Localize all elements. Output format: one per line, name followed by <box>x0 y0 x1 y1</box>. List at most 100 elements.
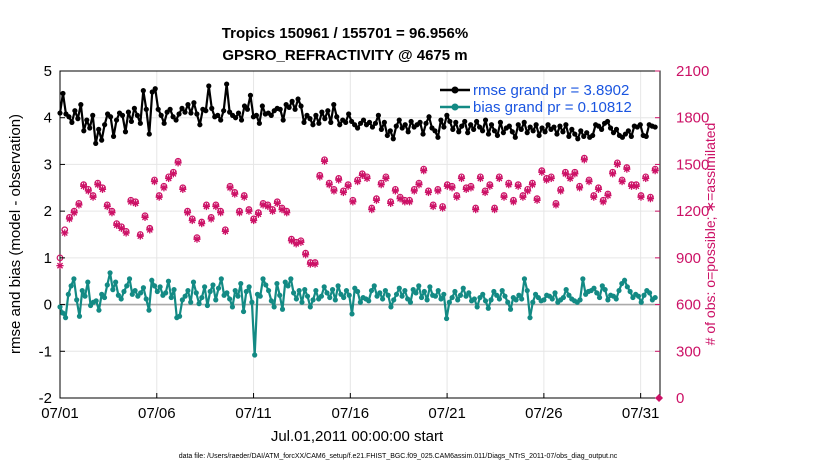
rmse-point <box>584 130 590 136</box>
obs-assimilated-marker <box>519 193 527 201</box>
asterisk-stroke <box>127 198 134 205</box>
bias-point <box>132 287 138 294</box>
rmse-point <box>390 136 396 142</box>
rmse-point <box>447 118 453 125</box>
rmse-point <box>590 132 596 139</box>
asterisk-stroke <box>198 220 205 227</box>
obs-assimilated-marker <box>632 182 640 190</box>
rmse-point <box>476 124 483 130</box>
obs-assimilated-marker <box>363 174 371 183</box>
asterisk-stroke <box>647 195 654 202</box>
asterisk-stroke <box>557 187 564 194</box>
obs-assimilated-marker <box>618 177 626 186</box>
bias-point <box>482 298 489 304</box>
asterisk-stroke <box>548 175 555 182</box>
obs-assimilated-marker <box>131 199 140 207</box>
asterisk-stroke <box>278 206 286 213</box>
bias-point <box>621 277 628 283</box>
x-tick-label: 07/26 <box>525 405 563 422</box>
bias-point <box>227 296 233 302</box>
asterisk-stroke <box>132 200 139 207</box>
bias-point <box>332 297 338 303</box>
asterisk-stroke <box>453 194 460 201</box>
asterisk-stroke <box>628 183 635 190</box>
bias-point <box>443 315 450 322</box>
asterisk-stroke <box>94 181 101 188</box>
rmse-point <box>292 106 298 112</box>
legend-rmse-marker <box>451 86 459 94</box>
rmse-point <box>524 130 530 136</box>
obs-assimilated-marker <box>311 260 319 268</box>
bias-point <box>346 292 352 298</box>
bias-point <box>190 279 197 285</box>
rmse-point <box>581 133 587 139</box>
rmse-point <box>381 119 387 125</box>
asterisk-stroke <box>444 183 451 190</box>
bias-point <box>599 283 605 289</box>
rmse-point <box>259 103 265 109</box>
y2-tick-label: 1500 <box>676 156 709 173</box>
bias-point <box>641 292 647 298</box>
rmse-point <box>209 105 215 111</box>
obs-assimilated-marker <box>594 185 603 193</box>
obs-assimilated-marker <box>538 168 546 176</box>
asterisk-stroke <box>614 161 621 168</box>
bias-point <box>138 290 144 296</box>
y-tick-label: 4 <box>44 110 52 127</box>
rmse-point <box>90 112 96 118</box>
obs-assimilated-marker <box>476 174 484 183</box>
asterisk-stroke <box>203 203 210 210</box>
obs-assimilated-marker <box>533 196 541 204</box>
bias-point <box>505 299 511 305</box>
asterisk-stroke <box>600 198 607 205</box>
bias-point <box>277 292 283 298</box>
rmse-point <box>387 128 393 134</box>
bias-point <box>210 282 216 288</box>
asterisk-stroke <box>633 183 640 190</box>
bias-point <box>288 276 294 282</box>
obs-assimilated-marker <box>637 193 645 201</box>
obs-assimilated-marker <box>56 262 64 270</box>
obs-assimilated-marker <box>268 207 277 215</box>
rmse-point <box>396 117 402 123</box>
rmse-point <box>161 120 167 126</box>
bias-point <box>380 296 386 302</box>
asterisk-stroke <box>652 167 659 174</box>
x-tick-label: 07/21 <box>428 405 466 422</box>
rmse-point <box>545 122 551 128</box>
ticks: -2 -1 0 1 2 3 4 5 0 300 600 900 1200 1500 1800 2100 07/0… <box>39 63 710 422</box>
obs-assimilated-marker <box>165 174 173 183</box>
grid <box>59 70 660 399</box>
rmse-point <box>277 106 283 112</box>
obs-assimilated-marker <box>439 204 447 212</box>
asterisk-stroke <box>104 203 111 210</box>
rmse-point <box>155 106 161 112</box>
bias-point <box>238 280 244 287</box>
asterisk-stroke <box>538 169 545 176</box>
obs-assimilated-marker <box>424 188 433 197</box>
y2-tick-label: 900 <box>676 250 701 267</box>
rmse-point <box>102 122 108 128</box>
obs-assimilated-marker <box>448 184 456 192</box>
rmse-point <box>372 120 379 126</box>
asterisk-stroke <box>562 170 569 177</box>
obs-assimilated-marker <box>509 198 518 206</box>
asterisk-stroke <box>208 215 215 222</box>
asterisk-stroke <box>179 186 186 193</box>
asterisk-stroke <box>71 209 78 216</box>
obs-assimilated-marker <box>330 187 338 195</box>
bias-point <box>441 291 447 297</box>
bias-point <box>60 310 66 316</box>
obs-assimilated-marker <box>207 215 215 223</box>
obs-assimilated-marker <box>500 193 508 201</box>
bias-point <box>202 284 208 290</box>
plot-frame <box>59 70 661 399</box>
bias-point <box>485 305 491 311</box>
bias-point <box>438 296 444 302</box>
bias-point <box>457 292 464 298</box>
obs-assimilated-marker <box>70 209 78 217</box>
obs-assimilated-marker <box>202 202 211 211</box>
y2-tick-label: 1800 <box>676 110 709 127</box>
obs-assimilated-marker <box>372 196 381 204</box>
bias-point <box>385 292 391 298</box>
